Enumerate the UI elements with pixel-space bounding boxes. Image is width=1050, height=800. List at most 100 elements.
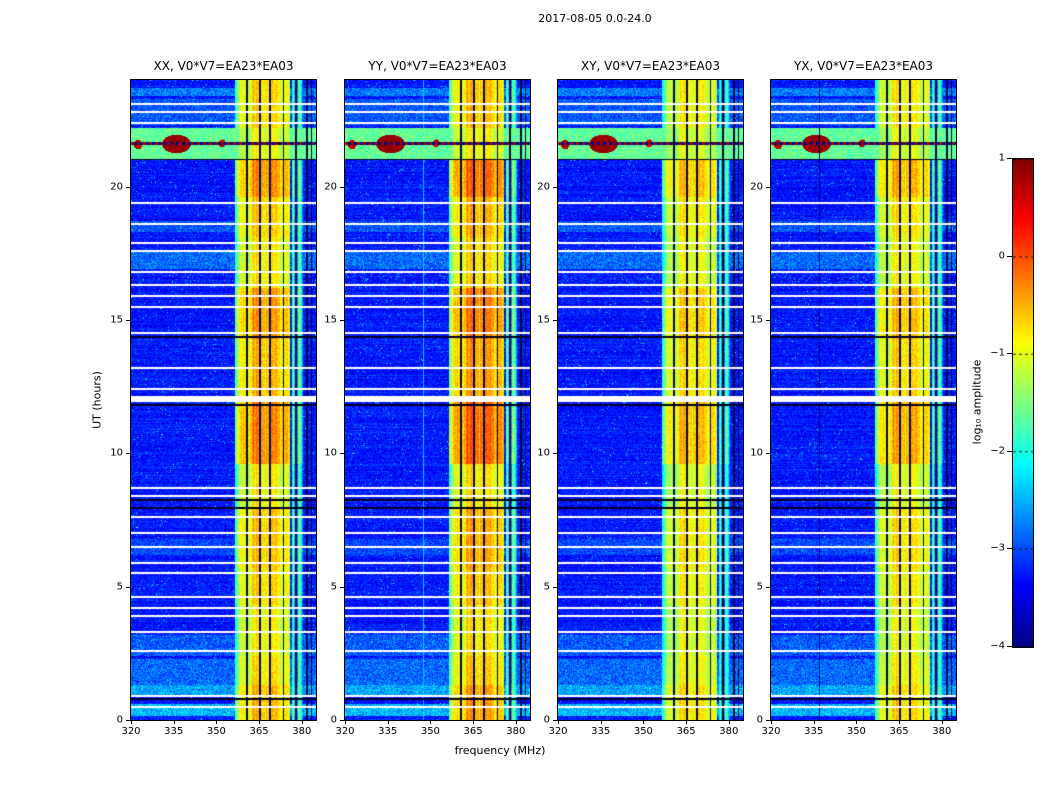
y-tick: [553, 586, 558, 588]
x-tick-label: 365: [676, 726, 696, 737]
y-tick-label: 0: [330, 714, 337, 726]
x-tick-label: 380: [506, 726, 526, 737]
x-tick-label: 350: [206, 726, 226, 737]
y-tick-label: 20: [110, 181, 123, 193]
y-tick: [766, 453, 771, 455]
x-tick-label: 320: [335, 726, 355, 737]
x-tick-label: 365: [249, 726, 269, 737]
panel-xy: XY, V0*V7=EA23*EA03 320 335 350 365 380 0 5 10 15…: [537, 59, 744, 737]
x-tick: [216, 720, 218, 724]
x-tick-label: 320: [548, 726, 568, 737]
y-tick: [126, 453, 131, 455]
colorbar-tick-label: 0: [998, 250, 1005, 262]
x-tick: [131, 720, 132, 724]
x-tick: [771, 720, 772, 724]
x-tick: [558, 720, 559, 724]
x-tick: [345, 720, 346, 724]
colorbar-tick: [1007, 548, 1012, 550]
panel-title-yy: YY, V0*V7=EA23*EA03: [368, 59, 507, 73]
x-tick: [430, 720, 432, 724]
y-tick: [126, 720, 131, 721]
y-tick-label: 15: [537, 314, 550, 326]
y-tick: [553, 453, 558, 455]
y-tick-label: 5: [330, 581, 337, 593]
x-tick: [259, 720, 261, 724]
panel-yx: YX, V0*V7=EA23*EA03 320 335 350 365 380 0 5 10 15…: [750, 59, 957, 737]
panel-title-xy: XY, V0*V7=EA23*EA03: [580, 59, 721, 73]
y-tick-label: 5: [116, 581, 123, 593]
x-tick: [643, 720, 645, 724]
x-tick-label: 350: [846, 726, 866, 737]
y-tick-label: 5: [756, 581, 763, 593]
x-tick: [387, 720, 389, 724]
figure-title: 2017-08-05 0.0-24.0: [538, 12, 652, 25]
y-tick: [340, 186, 345, 188]
x-tick: [728, 720, 730, 724]
y-tick: [126, 586, 131, 588]
y-tick-label: 0: [543, 714, 550, 726]
y-tick-label: 15: [110, 314, 123, 326]
y-tick: [126, 320, 131, 321]
x-tick: [515, 720, 517, 724]
x-tick: [899, 720, 901, 724]
y-tick: [126, 186, 131, 188]
x-tick: [173, 720, 175, 724]
y-tick: [766, 320, 771, 321]
y-tick-label: 10: [750, 447, 763, 459]
y-tick: [766, 186, 771, 188]
y-tick: [340, 320, 345, 321]
x-tick: [686, 720, 688, 724]
spectrogram-yy: [345, 80, 530, 720]
colorbar-tick-label: −4: [990, 640, 1005, 652]
spectrogram-yx: [771, 80, 956, 720]
panel-xx: XX, V0*V7=EA23*EA03 320 335 350 365 380 0 5 10 15…: [110, 59, 317, 737]
x-tick: [813, 720, 815, 724]
colorbar-label: log₁₀ amplitude: [970, 359, 984, 445]
x-tick-label: 335: [804, 726, 824, 737]
x-tick-label: 320: [761, 726, 781, 737]
colorbar-tick-label: −3: [990, 542, 1005, 554]
y-tick-label: 20: [324, 181, 337, 193]
spectrogram-xy: [558, 80, 743, 720]
x-tick-label: 380: [932, 726, 952, 737]
x-tick: [301, 720, 303, 724]
colorbar-tick: [1007, 255, 1012, 257]
colorbar-gradient: [1012, 158, 1034, 648]
y-tick: [553, 720, 558, 721]
y-tick-label: 15: [324, 314, 337, 326]
panel-title-yx: YX, V0*V7=EA23*EA03: [793, 59, 934, 73]
y-tick-label: 10: [537, 447, 550, 459]
colorbar-tick: [1007, 450, 1012, 452]
colorbar-tick-label: 1: [998, 152, 1005, 164]
y-tick-label: 10: [324, 447, 337, 459]
colorbar-tick: [1007, 158, 1012, 159]
colorbar-tick: [1007, 646, 1012, 647]
y-tick: [553, 320, 558, 321]
x-tick-label: 320: [121, 726, 141, 737]
y-tick-label: 20: [750, 181, 763, 193]
x-tick-label: 350: [633, 726, 653, 737]
x-tick-label: 350: [420, 726, 440, 737]
y-tick: [340, 453, 345, 455]
x-tick: [856, 720, 858, 724]
y-tick-label: 0: [116, 714, 123, 726]
x-tick-label: 380: [292, 726, 312, 737]
y-tick-label: 5: [543, 581, 550, 593]
y-tick: [340, 586, 345, 588]
x-tick: [600, 720, 602, 724]
panel-yy: YY, V0*V7=EA23*EA03 320 335 350 365 380 0 5 10 15…: [324, 59, 531, 737]
y-tick: [553, 186, 558, 188]
colorbar-tick-label: −2: [990, 445, 1005, 457]
x-tick-label: 365: [889, 726, 909, 737]
y-tick-label: 15: [750, 314, 763, 326]
panel-title-xx: XX, V0*V7=EA23*EA03: [153, 59, 294, 73]
x-axis-label: frequency (MHz): [454, 744, 546, 757]
y-tick: [766, 586, 771, 588]
x-tick: [473, 720, 475, 724]
colorbar-tick-label: −1: [990, 347, 1005, 359]
y-tick: [340, 720, 345, 721]
x-tick-label: 335: [591, 726, 611, 737]
y-tick-label: 20: [537, 181, 550, 193]
x-tick-label: 380: [719, 726, 739, 737]
y-tick-label: 10: [110, 447, 123, 459]
